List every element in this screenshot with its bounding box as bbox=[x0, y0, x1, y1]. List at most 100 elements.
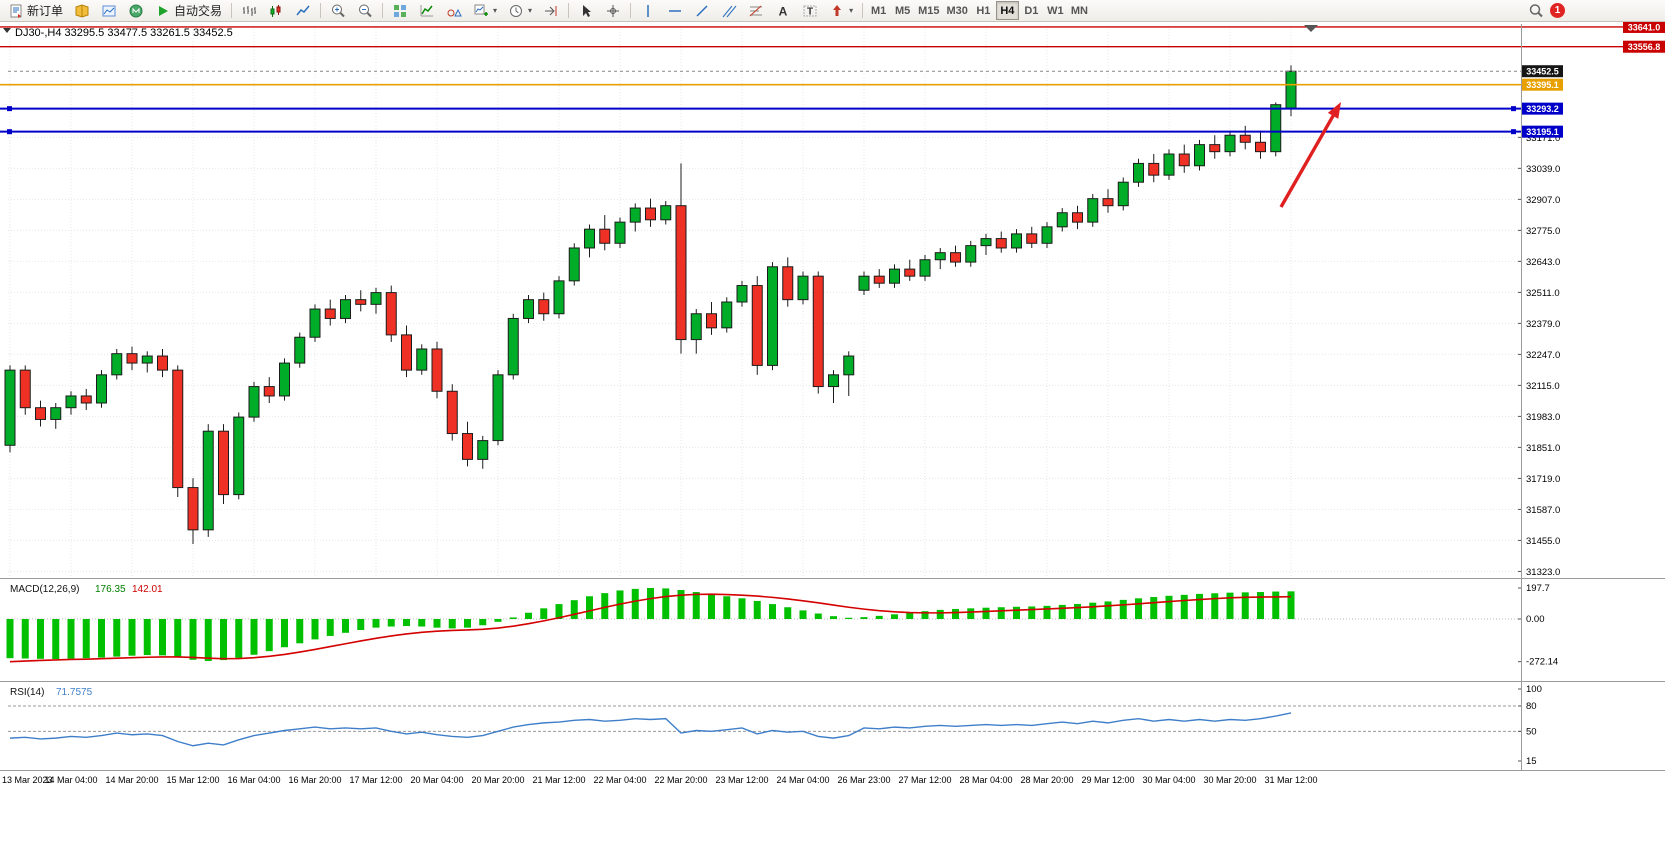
macd-histogram-bar bbox=[1241, 592, 1249, 619]
toolbar-separator bbox=[630, 3, 632, 18]
candle bbox=[873, 275, 885, 284]
chart-menu-icon[interactable] bbox=[3, 28, 11, 33]
timeframe-button-w1[interactable]: W1 bbox=[1044, 1, 1067, 20]
tile-windows-button[interactable] bbox=[387, 1, 413, 20]
macd-histogram-bar bbox=[1119, 599, 1127, 619]
timeframe-button-mn[interactable]: MN bbox=[1068, 1, 1091, 20]
candle bbox=[629, 207, 641, 223]
candle bbox=[385, 292, 397, 336]
hline-price-badge bbox=[1623, 20, 1665, 33]
macd-histogram-bar bbox=[921, 611, 929, 619]
time-axis-label: 13 Mar 2023 bbox=[2, 775, 53, 785]
macd-label: MACD(12,26,9) bbox=[10, 584, 79, 595]
candle bbox=[782, 266, 794, 301]
timeframe-button-h4[interactable]: H4 bbox=[995, 1, 1019, 20]
zoom-in-button[interactable] bbox=[325, 1, 351, 20]
metaeditor-button[interactable] bbox=[69, 1, 95, 20]
macd-histogram-bar bbox=[1272, 591, 1280, 619]
macd-histogram-bar bbox=[1257, 592, 1264, 619]
macd-histogram-bar bbox=[311, 619, 319, 640]
chart-shift-marker[interactable] bbox=[1304, 25, 1318, 32]
line-handle[interactable] bbox=[7, 106, 12, 112]
price-axis-label: 31983.0 bbox=[1526, 412, 1560, 423]
macd-histogram-bar bbox=[997, 607, 1005, 619]
crosshair-button[interactable] bbox=[600, 1, 626, 20]
macd-histogram-bar bbox=[891, 614, 898, 619]
strategy-tester-button[interactable] bbox=[96, 1, 122, 20]
new-chart-button[interactable]: ▾ bbox=[468, 1, 502, 20]
indicators-button[interactable] bbox=[414, 1, 440, 20]
price-axis-label: 33039.0 bbox=[1526, 164, 1560, 175]
autotrading-button[interactable]: 自动交易 bbox=[150, 1, 227, 20]
time-axis-label: 14 Mar 20:00 bbox=[105, 775, 158, 785]
price-badge-text: 33195.1 bbox=[1526, 127, 1559, 137]
vertical-line-button[interactable] bbox=[635, 1, 661, 20]
macd-histogram-bar bbox=[1028, 606, 1036, 619]
macd-histogram-bar bbox=[281, 619, 288, 648]
zoom-out-button[interactable] bbox=[352, 1, 378, 20]
trendline-button[interactable] bbox=[689, 1, 715, 20]
search-button[interactable] bbox=[1523, 1, 1549, 20]
hline-price-badge bbox=[1623, 40, 1665, 53]
timeframe-button-m1[interactable]: M1 bbox=[867, 1, 890, 20]
candle bbox=[218, 430, 229, 496]
candle bbox=[1102, 198, 1114, 207]
notification-badge[interactable]: 1 bbox=[1550, 3, 1565, 18]
channel-button[interactable] bbox=[716, 1, 742, 20]
timeframe-button-m30[interactable]: M30 bbox=[943, 1, 970, 20]
svg-text:T: T bbox=[807, 6, 813, 17]
bars-chart-button[interactable] bbox=[236, 1, 262, 20]
candle bbox=[736, 285, 748, 303]
trend-arrow[interactable] bbox=[1279, 109, 1338, 208]
text-tool-button[interactable]: A bbox=[770, 1, 796, 20]
macd-histogram-bar bbox=[357, 619, 365, 630]
macd-histogram-bar bbox=[220, 619, 227, 661]
macd-histogram-bar bbox=[204, 619, 212, 662]
timeframe-button-d1[interactable]: D1 bbox=[1020, 1, 1043, 20]
fibonacci-button[interactable] bbox=[743, 1, 769, 20]
candle bbox=[65, 395, 77, 409]
candle bbox=[1026, 233, 1038, 244]
time-axis-label: 14 Mar 04:00 bbox=[44, 775, 97, 785]
candle bbox=[431, 348, 443, 392]
line-chart-button[interactable] bbox=[290, 1, 316, 20]
fibonacci-icon bbox=[748, 3, 764, 19]
metaeditor-icon bbox=[74, 3, 90, 19]
macd-histogram-bar bbox=[174, 619, 182, 658]
line-handle[interactable] bbox=[1511, 106, 1516, 112]
macd-histogram-bar bbox=[372, 619, 380, 628]
candle bbox=[751, 285, 763, 366]
price-badge-text: 33641.0 bbox=[1628, 22, 1661, 32]
candle bbox=[187, 487, 199, 531]
line-handle[interactable] bbox=[7, 129, 12, 135]
price-axis-label: 32907.0 bbox=[1526, 195, 1560, 206]
macd-histogram-bar bbox=[845, 617, 853, 619]
macd-histogram-bar bbox=[967, 608, 975, 619]
macd-histogram-bar bbox=[250, 619, 258, 655]
period-clock-button[interactable]: ▾ bbox=[503, 1, 537, 20]
timeframe-button-m5[interactable]: M5 bbox=[891, 1, 914, 20]
timeframe-button-h1[interactable]: H1 bbox=[972, 1, 995, 20]
candle bbox=[492, 374, 504, 442]
arrows-tool-button[interactable]: ▾ bbox=[824, 1, 858, 20]
candle bbox=[111, 353, 123, 376]
svg-text:A: A bbox=[779, 4, 788, 18]
time-axis-label: 29 Mar 12:00 bbox=[1081, 775, 1134, 785]
time-axis-label: 24 Mar 04:00 bbox=[776, 775, 829, 785]
candle bbox=[309, 308, 321, 338]
mql5-community-button[interactable] bbox=[123, 1, 149, 20]
time-axis-label: 23 Mar 12:00 bbox=[715, 775, 768, 785]
line-handle[interactable] bbox=[1511, 129, 1516, 135]
vertical-line-icon bbox=[640, 3, 656, 19]
timeframe-button-m15[interactable]: M15 bbox=[915, 1, 942, 20]
objects-list-button[interactable] bbox=[441, 1, 467, 20]
cursor-button[interactable] bbox=[573, 1, 599, 20]
candles-chart-button[interactable] bbox=[263, 1, 289, 20]
macd-histogram-bar bbox=[692, 592, 700, 619]
chart-shift-button[interactable] bbox=[538, 1, 564, 20]
label-tool-button[interactable]: T bbox=[797, 1, 823, 20]
new-order-button[interactable]: 新订单 bbox=[3, 1, 68, 20]
candle bbox=[141, 355, 153, 364]
candle bbox=[584, 228, 595, 249]
horizontal-line-button[interactable] bbox=[662, 1, 688, 20]
